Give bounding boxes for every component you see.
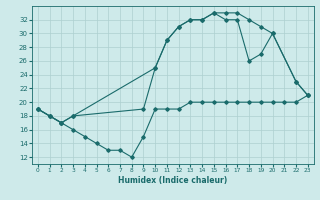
X-axis label: Humidex (Indice chaleur): Humidex (Indice chaleur) [118, 176, 228, 185]
